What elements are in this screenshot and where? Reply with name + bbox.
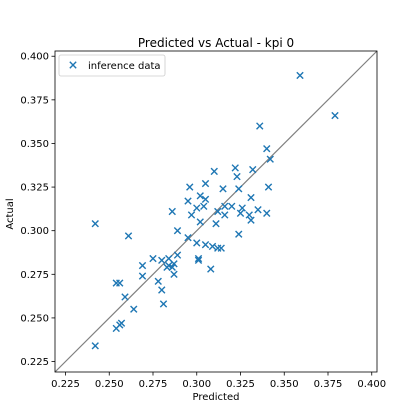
- data-point: [184, 197, 192, 205]
- chart-title: Predicted vs Actual - kpi 0: [138, 36, 294, 50]
- data-point: [193, 204, 201, 212]
- data-point: [112, 324, 120, 333]
- y-tick-label: 0.300: [20, 226, 49, 237]
- data-point: [194, 256, 203, 265]
- x-axis-ticks: 0.225 0.250 0.275 0.300 0.325 0.350 0.375 0.400: [51, 372, 386, 390]
- data-point: [208, 242, 217, 251]
- x-tick-label: 0.350: [270, 379, 299, 390]
- x-tick-label: 0.400: [357, 379, 386, 390]
- data-point: [170, 270, 178, 278]
- data-point: [207, 265, 215, 273]
- data-point: [163, 263, 171, 272]
- legend-entry-label: inference data: [88, 61, 161, 72]
- data-point: [219, 185, 227, 193]
- data-point: [158, 256, 166, 265]
- data-point: [201, 240, 210, 249]
- data-point: [149, 254, 157, 263]
- data-point: [154, 277, 162, 285]
- y-axis-title: Actual: [5, 198, 16, 229]
- data-point: [186, 183, 194, 191]
- y-tick-label: 0.400: [20, 52, 49, 63]
- plot-frame: [54, 50, 378, 373]
- data-point: [264, 183, 273, 191]
- data-point: [331, 111, 339, 120]
- data-point: [138, 261, 147, 270]
- data-point: [235, 230, 243, 238]
- data-point: [249, 165, 257, 174]
- data-point: [235, 185, 243, 193]
- data-point: [266, 155, 274, 163]
- x-tick-label: 0.375: [314, 379, 343, 390]
- data-point: [173, 226, 182, 235]
- data-point: [245, 211, 253, 219]
- data-point: [263, 145, 271, 153]
- x-tick-label: 0.225: [51, 379, 80, 390]
- x-axis-title: Predicted: [193, 392, 240, 403]
- data-point: [196, 192, 204, 200]
- data-point: [217, 244, 225, 252]
- data-point: [201, 179, 210, 188]
- data-point: [91, 220, 99, 228]
- data-point: [228, 202, 236, 210]
- data-point: [233, 172, 241, 181]
- x-tick-label: 0.275: [139, 379, 168, 390]
- data-point: [201, 195, 210, 203]
- plot-area: [54, 50, 378, 373]
- data-point: [159, 300, 168, 308]
- legend-box: [58, 54, 166, 77]
- points-layer: [91, 71, 339, 350]
- data-point: [256, 122, 264, 130]
- data-point: [221, 211, 229, 219]
- data-point: [214, 207, 222, 216]
- data-point: [212, 220, 220, 228]
- data-point: [247, 193, 255, 202]
- data-point: [112, 279, 120, 287]
- data-point: [130, 305, 138, 313]
- data-point: [254, 206, 262, 214]
- data-point: [187, 211, 196, 219]
- data-point: [138, 272, 147, 280]
- data-point: [196, 218, 204, 226]
- data-point: [124, 232, 133, 240]
- y-tick-label: 0.250: [20, 313, 49, 324]
- data-point: [91, 342, 99, 350]
- data-point: [168, 207, 176, 216]
- data-point: [184, 233, 192, 242]
- reference-line-y-equals-x: [54, 50, 378, 373]
- y-tick-label: 0.325: [20, 183, 49, 194]
- y-tick-label: 0.275: [20, 270, 49, 281]
- data-point: [231, 164, 239, 172]
- data-point: [193, 239, 201, 247]
- x-tick-label: 0.325: [226, 379, 255, 390]
- y-tick-label: 0.225: [20, 357, 49, 368]
- data-point: [236, 209, 245, 217]
- data-point: [158, 286, 166, 294]
- legend-marker-x: [69, 61, 77, 69]
- data-point: [263, 209, 271, 217]
- data-point: [121, 293, 129, 301]
- y-axis-ticks: 0.225 0.250 0.275 0.300 0.325 0.350 0.375 0.400: [20, 52, 55, 368]
- x-tick-label: 0.250: [95, 379, 124, 390]
- y-tick-label: 0.350: [20, 139, 49, 150]
- data-point: [210, 167, 218, 176]
- data-point: [221, 202, 229, 210]
- y-tick-label: 0.375: [20, 95, 49, 106]
- data-point: [296, 71, 304, 80]
- legend-marker-glyph: [69, 61, 77, 69]
- x-tick-label: 0.300: [182, 379, 211, 390]
- data-point: [238, 204, 246, 212]
- legend: inference data: [58, 54, 166, 77]
- data-point: [200, 202, 208, 210]
- data-point: [173, 251, 182, 259]
- data-point: [247, 216, 255, 224]
- data-point: [194, 254, 203, 263]
